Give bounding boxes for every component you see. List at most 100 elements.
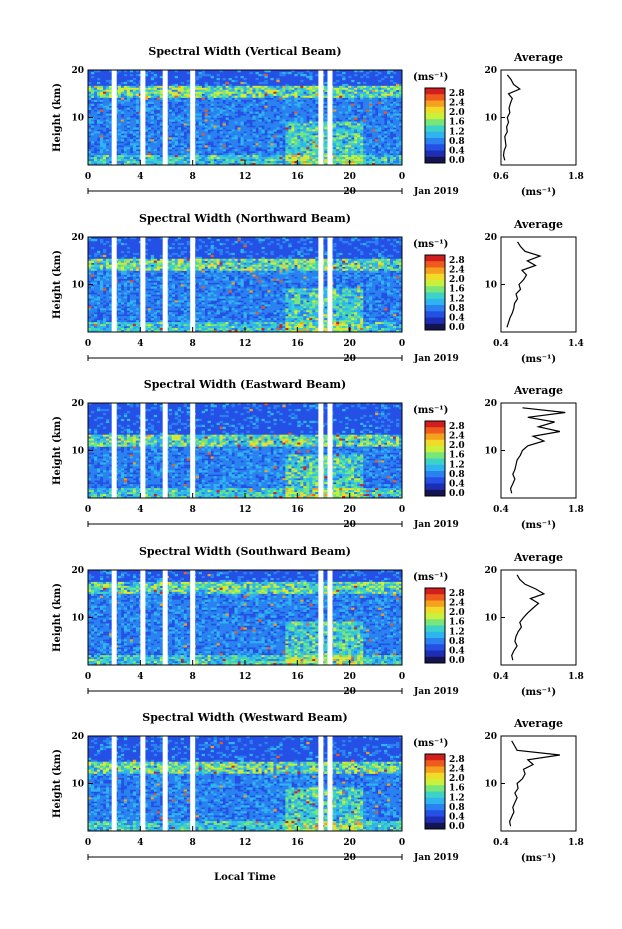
heatmap-cell: [195, 248, 199, 252]
heatmap-cell: [258, 240, 262, 244]
heatmap-cell: [195, 262, 199, 266]
heatmap-cell: [177, 87, 181, 91]
heatmap-cell: [180, 117, 184, 120]
heatmap-cell: [264, 264, 268, 267]
heatmap-cell: [339, 113, 343, 116]
heatmap-cell: [381, 121, 385, 124]
heatmap-cell: [276, 262, 280, 266]
heatmap-cell: [258, 87, 262, 91]
heatmap-cell: [342, 105, 346, 108]
heatmap-cell: [213, 260, 217, 264]
heatmap-cell: [387, 70, 391, 73]
heatmap-cell: [399, 133, 403, 136]
heatmap-cell: [288, 143, 292, 146]
x-tick-label: 0: [85, 172, 91, 182]
heatmap-cell: [399, 99, 403, 102]
heatmap-cell: [120, 95, 125, 99]
heatmap-cell: [225, 262, 229, 266]
heatmap-cell: [126, 272, 131, 275]
heatmap-cell: [258, 237, 262, 240]
average-x-tick-label: 0.6: [493, 172, 509, 182]
heatmap-cell: [201, 272, 205, 275]
heatmap-cell: [186, 79, 190, 83]
heatmap-cell: [279, 117, 283, 120]
heatmap-cell: [366, 93, 370, 97]
heatmap-cell: [168, 115, 173, 118]
heatmap-cell: [243, 125, 247, 128]
heatmap-cell: [96, 151, 101, 154]
heatmap-cell: [396, 131, 400, 134]
heatmap-cell: [117, 91, 122, 95]
heatmap-cell: [222, 111, 226, 114]
heatmap-cell: [381, 161, 385, 164]
heatmap-cell: [393, 159, 397, 162]
heatmap-cell: [228, 83, 232, 87]
heatmap-cell: [378, 151, 382, 154]
heatmap-cell: [282, 145, 286, 148]
heatmap-cell: [207, 127, 211, 130]
heatmap-cell: [363, 101, 367, 104]
heatmap-cell: [348, 87, 352, 91]
heatmap-cell: [198, 159, 202, 162]
heatmap-cell: [288, 153, 292, 156]
heatmap-cell: [252, 129, 256, 132]
heatmap-cell: [342, 111, 346, 114]
heatmap-cell: [240, 161, 244, 164]
heatmap-cell: [279, 278, 283, 281]
heatmap-cell: [363, 153, 367, 156]
heatmap-cell: [246, 91, 250, 95]
heatmap-cell: [366, 260, 370, 264]
heatmap-cell: [282, 274, 286, 277]
heatmap-cell: [135, 274, 140, 277]
heatmap-cell: [171, 91, 176, 95]
heatmap-cell: [255, 139, 259, 142]
heatmap-cell: [396, 159, 400, 162]
heatmap-cell: [366, 97, 370, 100]
heatmap-cell: [147, 163, 152, 166]
heatmap-cell: [303, 107, 307, 110]
heatmap-cell: [309, 141, 313, 144]
heatmap-cell: [282, 262, 286, 266]
heatmap-cell: [372, 129, 376, 132]
heatmap-cell: [171, 111, 176, 114]
heatmap-cell: [360, 119, 364, 122]
heatmap-cell: [177, 161, 181, 164]
heatmap-cell: [246, 117, 250, 120]
heatmap-cell: [312, 264, 316, 267]
heatmap-cell: [153, 113, 158, 116]
heatmap-cell: [234, 75, 238, 79]
heatmap-cell: [297, 89, 301, 93]
heatmap-cell: [393, 157, 397, 160]
heatmap-cell: [372, 97, 376, 100]
heatmap-cell: [186, 139, 190, 142]
heatmap-cell: [312, 97, 316, 100]
heatmap-cell: [279, 95, 283, 99]
heatmap-cell: [393, 278, 397, 281]
heatmap-cell: [150, 145, 155, 148]
heatmap-cell: [345, 101, 349, 104]
heatmap-cell: [132, 93, 137, 97]
heatmap-cell: [255, 91, 259, 95]
heatmap-cell: [384, 109, 388, 112]
heatmap-cell: [288, 159, 292, 162]
heatmap-cell: [258, 101, 262, 104]
heatmap-cell: [303, 133, 307, 136]
heatmap-cell: [342, 280, 346, 283]
heatmap-cell: [183, 149, 187, 152]
heatmap-cell: [267, 123, 271, 126]
heatmap-cell: [270, 240, 274, 244]
heatmap-cell: [168, 127, 173, 130]
heatmap-cell: [156, 125, 161, 128]
heatmap-cell: [360, 97, 364, 100]
heatmap-cell: [354, 95, 358, 99]
heatmap-cell: [234, 278, 238, 281]
heatmap-cell: [306, 268, 310, 271]
heatmap-cell: [345, 109, 349, 112]
heatmap-cell: [336, 70, 340, 73]
heatmap-cell: [144, 135, 149, 138]
heatmap-cell: [276, 147, 280, 150]
heatmap-cell: [216, 238, 220, 242]
heatmap-cell: [195, 129, 199, 132]
heatmap-cell: [96, 276, 101, 279]
heatmap-cell: [132, 119, 137, 122]
